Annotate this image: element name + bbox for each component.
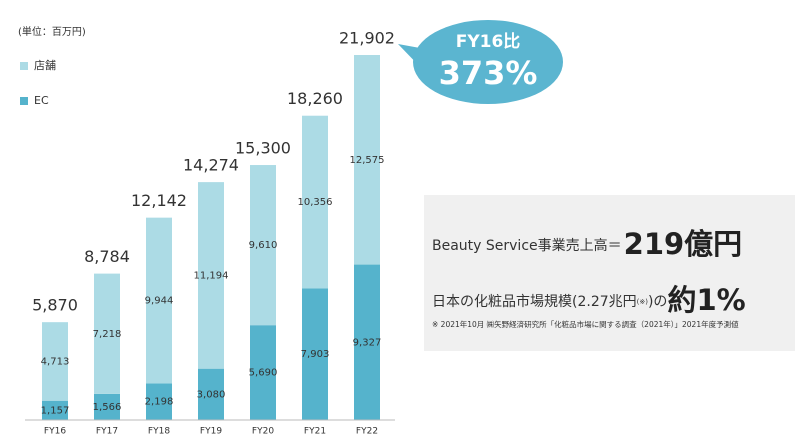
x-tick-label: FY18 — [148, 427, 170, 437]
legend-label: 店舗 — [34, 58, 56, 72]
total-label: 15,300 — [235, 139, 291, 158]
x-tick-label: FY20 — [252, 427, 274, 437]
value-label: 11,194 — [194, 270, 229, 281]
info-box: Beauty Service事業売上高＝219億円 日本の化粧品市場規模(2.2… — [424, 195, 795, 351]
info-line-1: Beauty Service事業売上高＝219億円 — [432, 227, 742, 261]
x-tick-label: FY16 — [44, 427, 66, 437]
bar-segment — [198, 182, 224, 369]
bar-segment — [94, 393, 120, 420]
bar-segment — [250, 325, 276, 420]
value-label: 12,575 — [350, 155, 385, 166]
callout-text: FY16比 — [456, 31, 521, 52]
bar-segment — [146, 383, 172, 420]
total-label: 18,260 — [287, 89, 343, 108]
value-label: 5,690 — [249, 368, 278, 379]
value-label: 7,218 — [93, 329, 122, 340]
total-label: 12,142 — [131, 191, 187, 210]
info-text: 日本の化粧品市場規模(2.27兆円 — [432, 293, 637, 310]
info-box-bg — [424, 195, 795, 351]
value-label: 1,157 — [41, 405, 70, 416]
callout-bubble — [413, 20, 563, 104]
legend-swatch — [20, 62, 28, 70]
x-tick-label: FY21 — [304, 427, 326, 437]
total-label: 21,902 — [339, 29, 395, 48]
bar-segment — [250, 165, 276, 326]
value-label: 7,903 — [301, 349, 330, 360]
value-label: 9,610 — [249, 240, 278, 251]
value-label: 4,713 — [41, 356, 70, 367]
value-label: 3,080 — [197, 389, 226, 400]
info-note: (※) — [637, 298, 649, 306]
bar-segment — [302, 115, 328, 289]
legend-swatch — [20, 97, 28, 105]
value-label: 1,566 — [93, 402, 122, 413]
unit-note: (単位：百万円) — [18, 25, 86, 38]
bar-segment — [302, 288, 328, 420]
total-label: 8,784 — [84, 247, 130, 266]
total-label: 5,870 — [32, 296, 78, 315]
x-tick-label: FY19 — [200, 427, 222, 437]
value-label: 2,198 — [145, 397, 174, 408]
x-tick-label: FY17 — [96, 427, 118, 437]
total-label: 14,274 — [183, 156, 239, 175]
x-tick-label: FY22 — [356, 427, 378, 437]
callout-value: 373% — [439, 54, 538, 92]
value-label: 9,327 — [353, 337, 382, 348]
info-value: 219億円 — [624, 227, 743, 261]
bar-segment — [354, 55, 380, 265]
info-line-2: 日本の化粧品市場規模(2.27兆円(※))の約1% — [432, 283, 746, 317]
info-text: Beauty Service事業売上高＝ — [432, 237, 622, 254]
bar-segment — [354, 264, 380, 420]
bar-segment — [198, 368, 224, 420]
value-label: 10,356 — [298, 197, 333, 208]
info-footnote: ※ 2021年10月 ㈱矢野経済研究所「化粧品市場に関する調査（2021年）」2… — [432, 319, 739, 329]
info-value: 約1% — [667, 283, 745, 317]
bar-segment — [146, 217, 172, 384]
bar-segment — [94, 273, 120, 394]
value-label: 9,944 — [145, 296, 174, 307]
legend-label: EC — [34, 94, 49, 107]
info-text: )の — [648, 294, 667, 310]
bar-segment — [42, 400, 68, 420]
bar-segment — [42, 322, 68, 401]
callout: FY16比 373% — [398, 20, 563, 104]
